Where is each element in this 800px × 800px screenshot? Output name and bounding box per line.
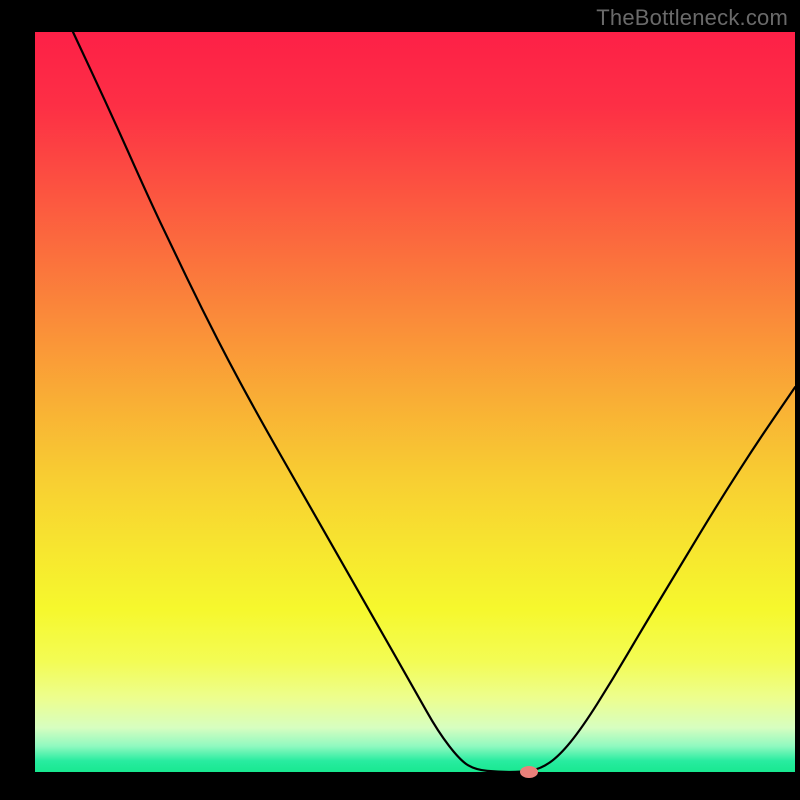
gradient-plot-background: [35, 32, 795, 772]
watermark-text: TheBottleneck.com: [596, 5, 788, 31]
chart-frame: TheBottleneck.com: [0, 0, 800, 800]
optimal-point-marker: [520, 766, 538, 778]
bottleneck-curve-chart: [0, 0, 800, 800]
